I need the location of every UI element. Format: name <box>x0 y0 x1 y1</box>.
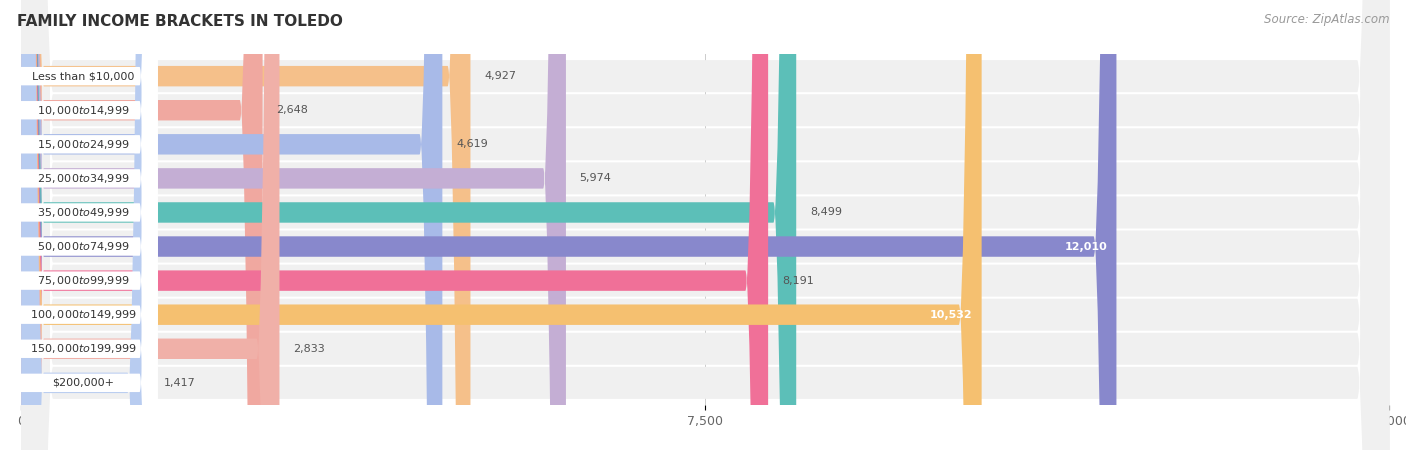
Text: $100,000 to $149,999: $100,000 to $149,999 <box>30 308 136 321</box>
Text: 2,833: 2,833 <box>292 344 325 354</box>
FancyBboxPatch shape <box>3 0 157 450</box>
FancyBboxPatch shape <box>21 0 1389 450</box>
FancyBboxPatch shape <box>21 0 1116 450</box>
FancyBboxPatch shape <box>3 0 157 450</box>
FancyBboxPatch shape <box>21 0 796 450</box>
Text: $200,000+: $200,000+ <box>52 378 114 388</box>
FancyBboxPatch shape <box>21 0 1389 450</box>
FancyBboxPatch shape <box>21 0 1389 450</box>
Text: $150,000 to $199,999: $150,000 to $199,999 <box>30 342 136 355</box>
Text: 2,648: 2,648 <box>276 105 308 115</box>
FancyBboxPatch shape <box>21 0 443 450</box>
Text: 5,974: 5,974 <box>579 173 612 184</box>
FancyBboxPatch shape <box>21 0 1389 450</box>
Text: 10,532: 10,532 <box>929 310 973 320</box>
Text: 12,010: 12,010 <box>1064 242 1108 252</box>
FancyBboxPatch shape <box>3 0 157 450</box>
Text: FAMILY INCOME BRACKETS IN TOLEDO: FAMILY INCOME BRACKETS IN TOLEDO <box>17 14 343 28</box>
FancyBboxPatch shape <box>21 0 280 450</box>
FancyBboxPatch shape <box>21 0 150 450</box>
FancyBboxPatch shape <box>21 0 567 450</box>
FancyBboxPatch shape <box>21 0 1389 450</box>
Text: Source: ZipAtlas.com: Source: ZipAtlas.com <box>1264 14 1389 27</box>
Text: Less than $10,000: Less than $10,000 <box>32 71 135 81</box>
Text: 8,499: 8,499 <box>810 207 842 217</box>
FancyBboxPatch shape <box>3 0 157 450</box>
FancyBboxPatch shape <box>3 0 157 450</box>
FancyBboxPatch shape <box>21 0 1389 450</box>
FancyBboxPatch shape <box>21 0 471 450</box>
FancyBboxPatch shape <box>21 0 263 450</box>
Text: $25,000 to $34,999: $25,000 to $34,999 <box>37 172 129 185</box>
FancyBboxPatch shape <box>3 0 157 450</box>
FancyBboxPatch shape <box>3 0 157 450</box>
FancyBboxPatch shape <box>21 0 768 450</box>
FancyBboxPatch shape <box>3 0 157 450</box>
Text: $10,000 to $14,999: $10,000 to $14,999 <box>37 104 129 117</box>
FancyBboxPatch shape <box>21 0 1389 450</box>
FancyBboxPatch shape <box>21 0 981 450</box>
FancyBboxPatch shape <box>21 0 1389 450</box>
Text: 4,927: 4,927 <box>484 71 516 81</box>
FancyBboxPatch shape <box>3 0 157 450</box>
FancyBboxPatch shape <box>21 0 1389 450</box>
Text: 4,619: 4,619 <box>456 140 488 149</box>
Text: $75,000 to $99,999: $75,000 to $99,999 <box>37 274 129 287</box>
Text: 8,191: 8,191 <box>782 275 814 286</box>
Text: $15,000 to $24,999: $15,000 to $24,999 <box>37 138 129 151</box>
Text: $35,000 to $49,999: $35,000 to $49,999 <box>37 206 129 219</box>
Text: $50,000 to $74,999: $50,000 to $74,999 <box>37 240 129 253</box>
FancyBboxPatch shape <box>21 0 1389 450</box>
FancyBboxPatch shape <box>3 0 157 450</box>
Text: 1,417: 1,417 <box>165 378 195 388</box>
